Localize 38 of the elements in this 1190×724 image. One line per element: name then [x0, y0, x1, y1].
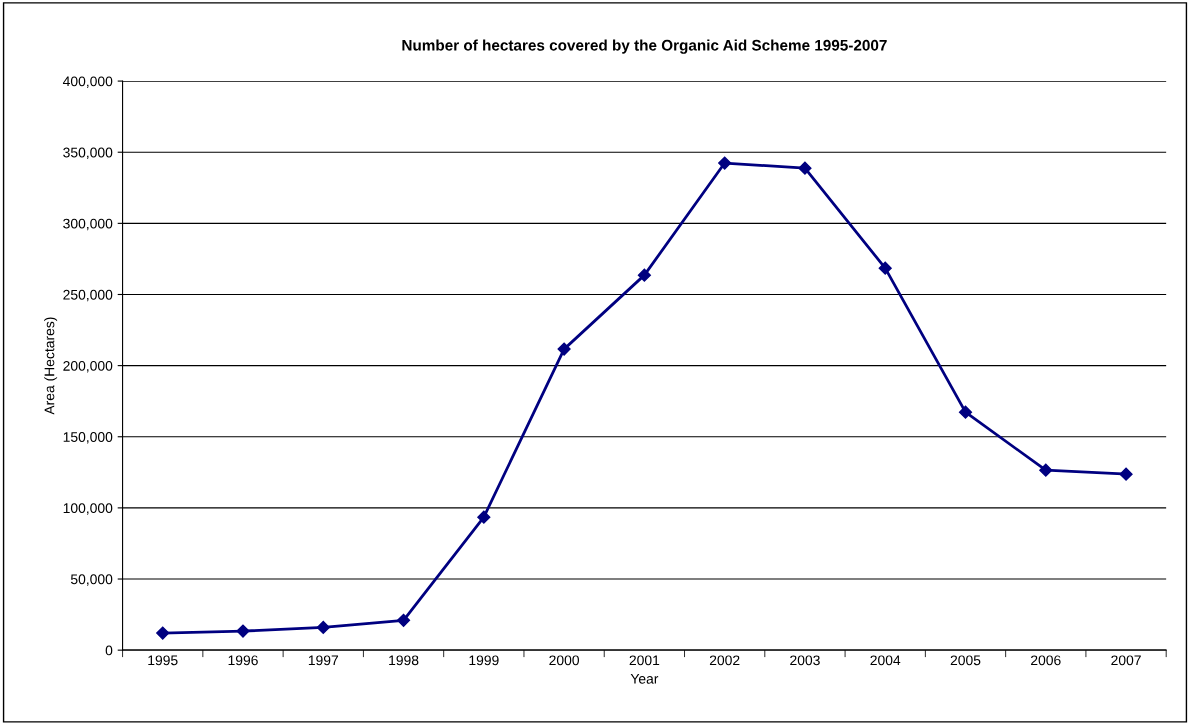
point [1119, 467, 1133, 481]
point [958, 405, 973, 419]
point [878, 261, 892, 275]
y-tick-label: 300,000 [63, 218, 113, 231]
point [718, 156, 732, 170]
x-tick-label: 2000 [549, 655, 580, 666]
y-tick-label: 150,000 [63, 432, 113, 444]
y-axis-title: Area (Hectares) [44, 317, 58, 415]
point [798, 161, 812, 175]
y-tick-label: 0 [105, 645, 113, 656]
x-axis-title: Year [630, 674, 659, 684]
point [637, 268, 651, 282]
x-tick-label: 2005 [950, 655, 981, 666]
x-tick-label: 2003 [790, 655, 820, 666]
x-tick-label: 2001 [629, 655, 660, 666]
chart-title: Number of hectares covered by the Organic Aid Scheme 1995-2007 [402, 39, 887, 54]
point [1039, 463, 1053, 477]
point [477, 510, 491, 524]
y-tick-label: 200,000 [63, 360, 113, 373]
point [316, 620, 330, 634]
x-tick-label: 2004 [870, 655, 901, 666]
y-tick-label: 50,000 [70, 574, 113, 586]
x-tick-label: 2002 [709, 655, 740, 666]
y-tick-label: 100,000 [63, 503, 113, 515]
x-tick-label: 1995 [148, 655, 178, 666]
x-tick-label: 1998 [389, 655, 419, 666]
y-tick-label: 400,000 [62, 76, 113, 88]
x-tick-label: 2006 [1031, 655, 1061, 666]
y-tick-label: 250,000 [63, 289, 113, 302]
point [557, 342, 571, 356]
x-tick-label: 2007 [1111, 655, 1141, 666]
point [396, 613, 411, 627]
x-tick-label: 1997 [308, 655, 339, 666]
point [156, 626, 170, 640]
point [236, 624, 250, 638]
x-tick-label: 1999 [469, 655, 499, 666]
y-tick-label: 350,000 [63, 147, 113, 160]
x-tick-label: 1996 [228, 655, 258, 666]
